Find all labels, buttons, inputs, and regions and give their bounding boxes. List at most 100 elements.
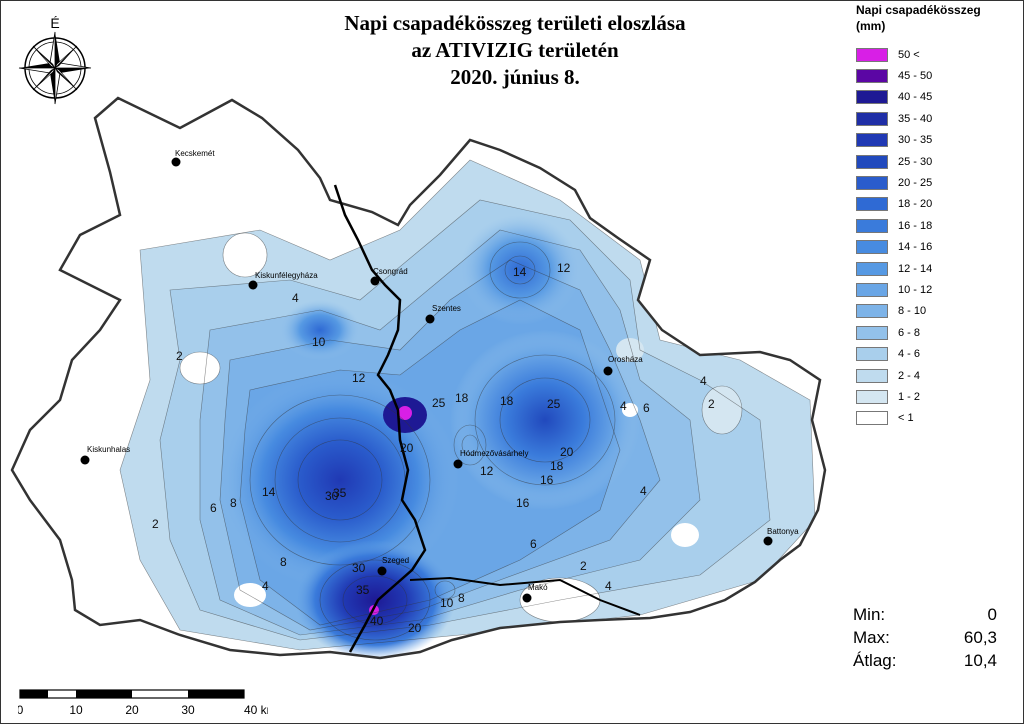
legend-item: 30 - 35 bbox=[856, 130, 1024, 151]
legend-swatch bbox=[856, 411, 888, 426]
legend-item: 1 - 2 bbox=[856, 386, 1024, 407]
svg-text:6: 6 bbox=[530, 537, 537, 551]
legend-label: 25 - 30 bbox=[898, 155, 933, 168]
map-title: Napi csapadékösszeg területi eloszlása a… bbox=[250, 10, 780, 91]
stats-avg-value: 10,4 bbox=[963, 651, 997, 670]
svg-text:35: 35 bbox=[333, 486, 347, 500]
legend-classes: 50 < 45 - 50 40 - 45 35 - 40 30 - 35 25 - 30 2… bbox=[856, 44, 1024, 429]
city-csongrad: Csongrád bbox=[370, 267, 408, 286]
svg-text:Csongrád: Csongrád bbox=[373, 267, 408, 276]
legend-label: 30 - 35 bbox=[898, 134, 933, 147]
legend-swatch bbox=[856, 197, 888, 212]
svg-text:4: 4 bbox=[640, 484, 647, 498]
svg-text:Hódmezővásárhely: Hódmezővásárhely bbox=[460, 449, 528, 458]
scale-bar: 0 10 20 30 40 km bbox=[18, 689, 268, 717]
legend-label: 4 - 6 bbox=[898, 348, 921, 361]
legend-item: 16 - 18 bbox=[856, 215, 1024, 236]
legend-unit: (mm) bbox=[856, 19, 886, 33]
city-kecskemet: Kecskemét bbox=[171, 149, 215, 167]
legend-swatch bbox=[856, 111, 888, 126]
svg-text:4: 4 bbox=[620, 399, 627, 413]
legend-label: 2 - 4 bbox=[898, 369, 921, 382]
svg-text:18: 18 bbox=[550, 459, 564, 473]
svg-text:Kecskemét: Kecskemét bbox=[175, 149, 215, 158]
svg-text:25: 25 bbox=[547, 397, 561, 411]
legend-label: 1 - 2 bbox=[898, 390, 921, 403]
legend-label: 6 - 8 bbox=[898, 326, 921, 339]
svg-text:4: 4 bbox=[605, 579, 612, 593]
legend-item: 14 - 16 bbox=[856, 237, 1024, 258]
stats-avg-label: Átlag: bbox=[853, 651, 897, 670]
legend-label: 10 - 12 bbox=[898, 283, 933, 296]
svg-text:8: 8 bbox=[230, 496, 237, 510]
legend-item: 20 - 25 bbox=[856, 172, 1024, 193]
legend-swatch bbox=[856, 282, 888, 297]
legend-item: 25 - 30 bbox=[856, 151, 1024, 172]
title-line-2: az ATIVIZIG területén bbox=[411, 38, 619, 62]
legend-item: 45 - 50 bbox=[856, 65, 1024, 86]
legend-swatch bbox=[856, 261, 888, 276]
compass-north-label: É bbox=[50, 15, 59, 31]
legend-swatch bbox=[856, 154, 888, 169]
legend-label: 35 - 40 bbox=[898, 112, 933, 125]
svg-text:4: 4 bbox=[700, 374, 707, 388]
legend-item: 35 - 40 bbox=[856, 108, 1024, 129]
legend-label: < 1 bbox=[898, 412, 914, 425]
legend-item: 2 - 4 bbox=[856, 365, 1024, 386]
svg-text:20: 20 bbox=[560, 445, 574, 459]
legend-label: 14 - 16 bbox=[898, 241, 933, 254]
legend: Napi csapadékösszeg (mm) 50 < 45 - 50 40 -… bbox=[856, 2, 1024, 429]
svg-text:8: 8 bbox=[458, 591, 465, 605]
legend-swatch bbox=[856, 240, 888, 255]
svg-text:20: 20 bbox=[400, 441, 414, 455]
svg-text:2: 2 bbox=[580, 559, 587, 573]
legend-swatch bbox=[856, 218, 888, 233]
city-markers: Kecskemét Kiskunfélegyháza Csongrád Szen… bbox=[80, 149, 799, 603]
svg-text:Makó: Makó bbox=[528, 583, 548, 592]
legend-label: 12 - 14 bbox=[898, 262, 933, 275]
svg-text:18: 18 bbox=[455, 391, 469, 405]
scale-tick-30: 30 bbox=[181, 703, 195, 717]
svg-text:Battonya: Battonya bbox=[767, 527, 799, 536]
svg-text:12: 12 bbox=[480, 464, 494, 478]
legend-swatch bbox=[856, 304, 888, 319]
svg-text:4: 4 bbox=[292, 291, 299, 305]
legend-swatch bbox=[856, 347, 888, 362]
stats-min-row: Min: 0 bbox=[853, 603, 997, 626]
svg-text:2: 2 bbox=[176, 349, 183, 363]
svg-text:20: 20 bbox=[408, 621, 422, 635]
statistics-box: Min: 0 Max: 60,3 Átlag: 10,4 bbox=[853, 603, 997, 672]
scale-tick-0: 0 bbox=[18, 703, 24, 717]
svg-text:Kiskunfélegyháza: Kiskunfélegyháza bbox=[255, 271, 318, 280]
tisza-river-line bbox=[333, 184, 427, 653]
legend-swatch bbox=[856, 90, 888, 105]
svg-text:40: 40 bbox=[370, 614, 384, 628]
legend-item: 40 - 45 bbox=[856, 87, 1024, 108]
stats-max-row: Max: 60,3 bbox=[853, 626, 997, 649]
svg-text:2: 2 bbox=[708, 397, 715, 411]
stats-min-value: 0 bbox=[987, 605, 997, 624]
city-szentes: Szentes bbox=[425, 304, 461, 324]
svg-text:2: 2 bbox=[152, 517, 159, 531]
compass-rose-icon: É bbox=[18, 15, 92, 105]
legend-label: 45 - 50 bbox=[898, 70, 933, 83]
contour-value-labels: 2 4 6 8 10 12 14 16 18 20 25 30 35 40 25… bbox=[152, 261, 715, 635]
legend-label: 20 - 25 bbox=[898, 177, 933, 190]
scale-tick-10: 10 bbox=[69, 703, 83, 717]
legend-item: 6 - 8 bbox=[856, 322, 1024, 343]
stats-max-label: Max: bbox=[853, 628, 890, 647]
svg-text:12: 12 bbox=[352, 371, 366, 385]
svg-text:16: 16 bbox=[516, 496, 530, 510]
legend-item: 4 - 6 bbox=[856, 343, 1024, 364]
svg-text:Kiskunhalas: Kiskunhalas bbox=[87, 445, 130, 454]
region-area bbox=[10, 96, 827, 660]
legend-swatch bbox=[856, 325, 888, 340]
svg-text:14: 14 bbox=[513, 265, 527, 279]
legend-label: 16 - 18 bbox=[898, 219, 933, 232]
legend-label: 18 - 20 bbox=[898, 198, 933, 211]
city-szeged: Szeged bbox=[377, 556, 409, 576]
svg-text:14: 14 bbox=[262, 485, 276, 499]
svg-text:Szentes: Szentes bbox=[432, 304, 461, 313]
legend-swatch bbox=[856, 69, 888, 84]
